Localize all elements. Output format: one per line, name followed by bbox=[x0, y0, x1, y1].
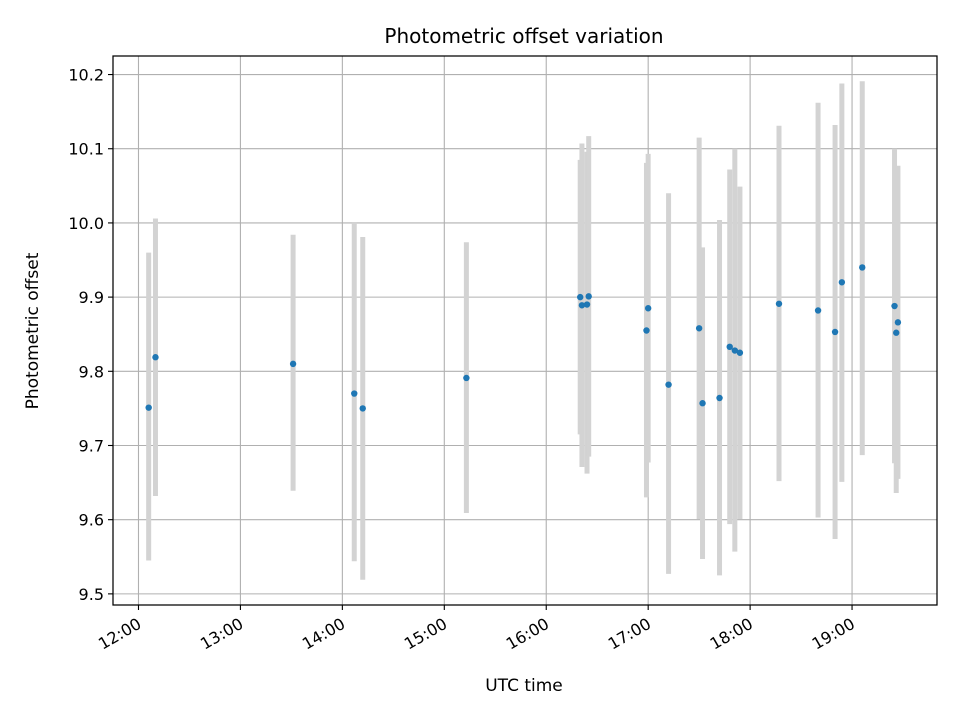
data-point bbox=[831, 328, 839, 336]
data-point bbox=[814, 307, 822, 314]
data-point bbox=[893, 329, 900, 336]
data-point bbox=[585, 293, 592, 300]
plot-area-frame bbox=[112, 55, 938, 606]
data-point bbox=[894, 319, 902, 326]
grid-lines bbox=[113, 56, 937, 605]
y-tick-label: 10.1 bbox=[68, 140, 104, 159]
data-point bbox=[731, 347, 739, 354]
data-point bbox=[152, 354, 159, 361]
data-point bbox=[838, 279, 846, 286]
y-tick-label: 9.7 bbox=[79, 436, 104, 455]
data-point bbox=[463, 374, 470, 382]
data-point bbox=[716, 394, 723, 402]
data-point bbox=[891, 302, 898, 310]
data-point bbox=[695, 325, 703, 332]
data-point bbox=[578, 302, 586, 309]
y-axis: 9.5 9.6 9.7 9.8 9.9 10.0 10.1 10.2 bbox=[68, 66, 113, 604]
y-tick-label: 9.5 bbox=[79, 585, 104, 604]
data-point bbox=[145, 404, 152, 411]
x-axis-title: UTC time bbox=[485, 676, 563, 696]
y-tick-label: 9.9 bbox=[79, 288, 104, 307]
y-tick-label: 10.2 bbox=[68, 66, 104, 85]
data-points bbox=[145, 264, 902, 412]
y-tick-label: 9.6 bbox=[79, 511, 104, 530]
data-point bbox=[289, 360, 297, 368]
data-point bbox=[359, 405, 366, 412]
data-point bbox=[736, 349, 744, 356]
data-point bbox=[351, 390, 358, 397]
data-point bbox=[643, 327, 650, 334]
data-point bbox=[726, 343, 733, 351]
data-point bbox=[583, 301, 591, 308]
data-point bbox=[577, 293, 584, 301]
chart-title: Photometric offset variation bbox=[384, 24, 663, 48]
y-tick-label: 10.0 bbox=[68, 214, 104, 233]
data-point bbox=[644, 305, 652, 312]
y-tick-label: 9.8 bbox=[79, 362, 104, 381]
data-point bbox=[665, 381, 672, 388]
data-point bbox=[699, 400, 706, 407]
data-point bbox=[775, 300, 783, 307]
y-axis-title: Photometric offset bbox=[23, 252, 43, 409]
data-point bbox=[859, 264, 866, 271]
